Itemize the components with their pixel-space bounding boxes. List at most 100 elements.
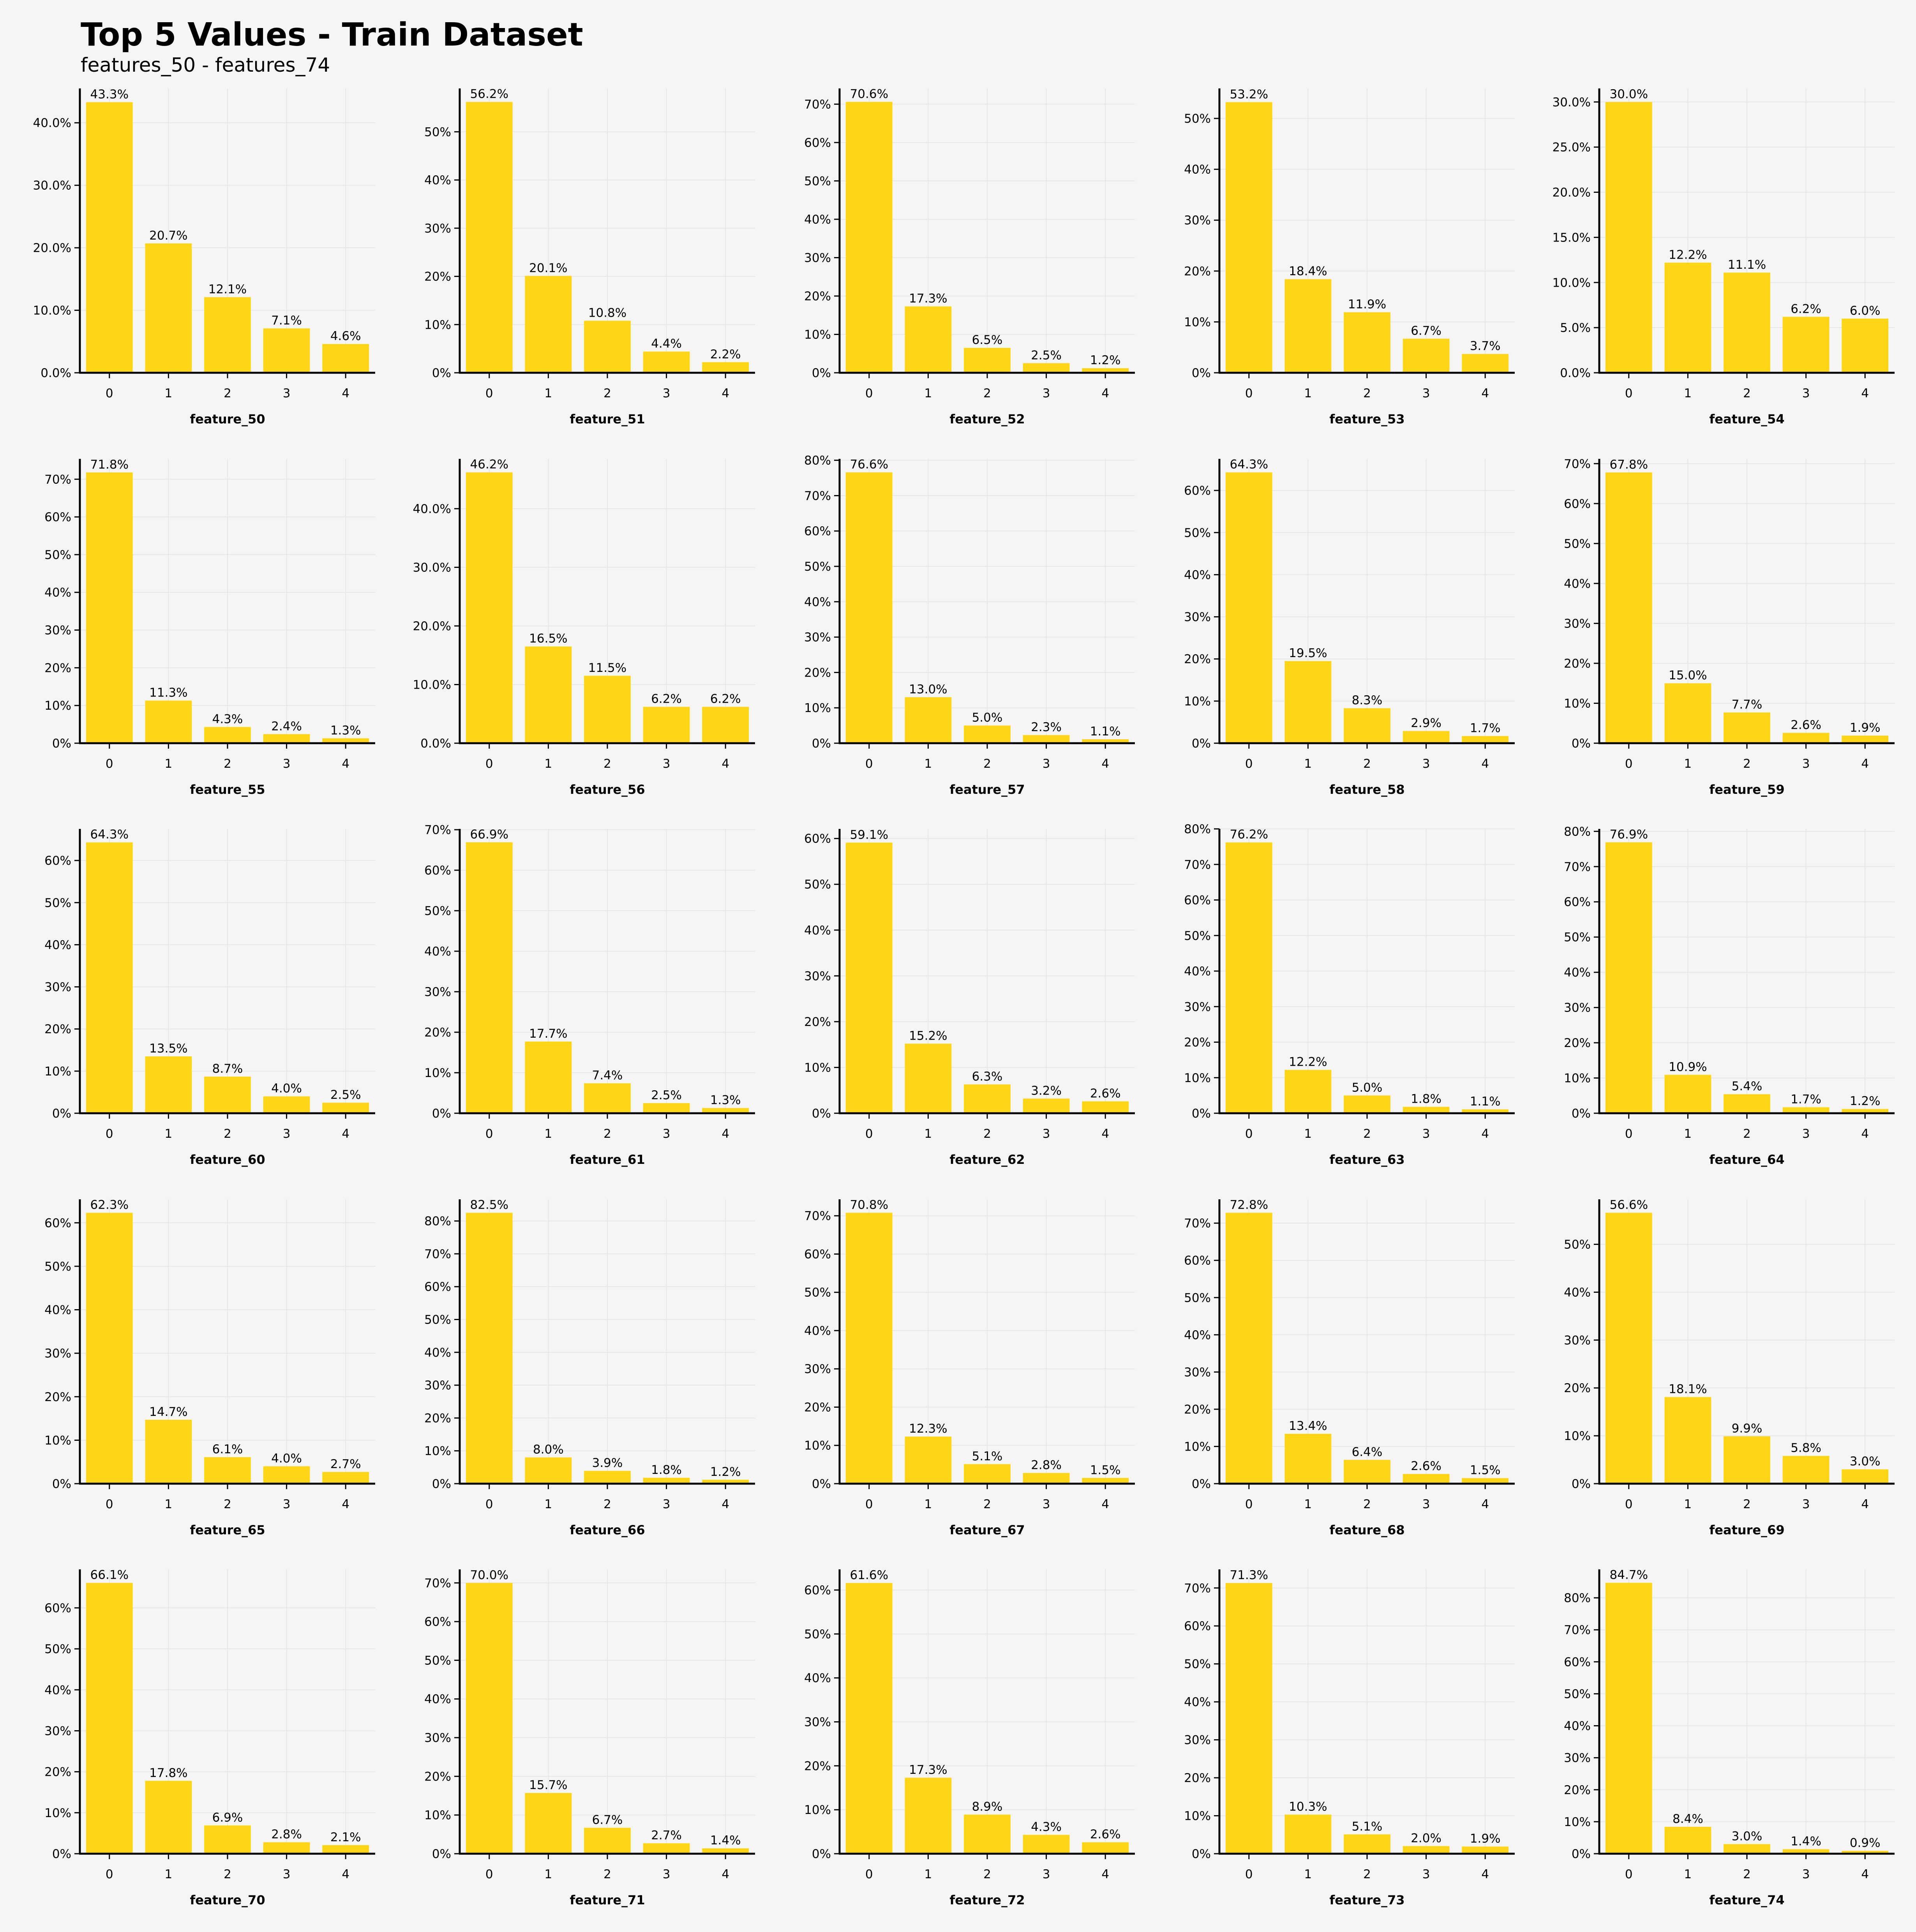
bar-value-label: 70.0% xyxy=(470,1568,508,1582)
y-tick-label: 50% xyxy=(804,174,831,188)
bar xyxy=(1842,1851,1889,1854)
x-tick-label: 1 xyxy=(1684,1867,1692,1881)
y-tick-label: 0% xyxy=(52,1107,71,1121)
subplot-feature_72: 61.6% 17.3% 8.9% 4.3% 2.6% 0% 10% 20% 30% 40% 50% 6… xyxy=(804,1568,1135,1907)
bar-value-label: 2.4% xyxy=(271,719,302,733)
y-tick-label: 40% xyxy=(44,938,71,952)
y-tick-label: 50% xyxy=(1184,929,1211,943)
x-tick-label: 4 xyxy=(1101,386,1109,400)
x-tick-label: 3 xyxy=(663,386,670,400)
y-tick-label: 0% xyxy=(1192,1847,1211,1861)
bar xyxy=(86,1213,133,1484)
y-tick-label: 50% xyxy=(44,1260,71,1274)
bar xyxy=(1664,263,1711,373)
bar-value-label: 20.7% xyxy=(149,229,187,243)
y-tick-label: 50% xyxy=(44,1642,71,1656)
x-axis-label: feature_72 xyxy=(949,1893,1025,1907)
y-tick-label: 30% xyxy=(804,1362,831,1376)
x-axis-label: feature_53 xyxy=(1329,412,1404,427)
x-tick-label: 0 xyxy=(1625,1497,1633,1511)
bar-value-label: 5.1% xyxy=(1352,1819,1383,1833)
y-tick-label: 60% xyxy=(44,1216,71,1230)
bar xyxy=(905,1044,952,1113)
bar-value-label: 2.0% xyxy=(1411,1832,1441,1846)
bar xyxy=(525,276,572,373)
y-tick-label: 20% xyxy=(1564,1783,1591,1797)
x-tick-label: 1 xyxy=(1304,1867,1312,1881)
bar xyxy=(263,1842,310,1854)
x-tick-label: 2 xyxy=(983,757,991,771)
x-tick-label: 1 xyxy=(1304,1127,1312,1141)
bar-value-label: 2.8% xyxy=(271,1828,302,1842)
bar xyxy=(1082,368,1129,373)
y-tick-label: 10% xyxy=(44,1065,71,1079)
bar-value-label: 8.0% xyxy=(533,1443,564,1457)
subplot-feature_69: 56.6% 18.1% 9.9% 5.8% 3.0% 0% 10% 20% 30% 40% 50% 0… xyxy=(1564,1198,1895,1537)
x-axis-label: feature_58 xyxy=(1329,782,1404,797)
bar-value-label: 4.3% xyxy=(1031,1820,1062,1834)
bar-value-label: 43.3% xyxy=(90,87,129,101)
bar xyxy=(322,1102,369,1113)
bar-value-label: 1.5% xyxy=(1090,1463,1121,1477)
bar xyxy=(466,1213,513,1484)
y-tick-label: 60% xyxy=(424,864,451,878)
x-tick-label: 2 xyxy=(1363,1497,1371,1511)
bar-value-label: 6.4% xyxy=(1352,1445,1383,1459)
y-tick-label: 10% xyxy=(1184,1440,1211,1454)
bar-value-label: 14.7% xyxy=(149,1405,187,1419)
y-tick-label: 40% xyxy=(424,1346,451,1360)
y-tick-label: 20% xyxy=(424,1770,451,1784)
subplot-feature_65: 62.3% 14.7% 6.1% 4.0% 2.7% 0% 10% 20% 30% 40% 50% 6… xyxy=(44,1198,375,1537)
bar xyxy=(702,1479,749,1484)
y-tick-label: 20% xyxy=(44,1390,71,1404)
y-tick-label: 10% xyxy=(804,1803,831,1817)
y-tick-label: 40% xyxy=(44,586,71,600)
y-tick-label: 70% xyxy=(1184,1581,1211,1595)
x-tick-label: 4 xyxy=(1861,757,1869,771)
x-tick-label: 0 xyxy=(1245,757,1253,771)
x-tick-label: 2 xyxy=(603,386,611,400)
bar xyxy=(1023,363,1070,373)
y-tick-label: 10.0% xyxy=(413,678,451,692)
y-tick-label: 30% xyxy=(44,1724,71,1738)
y-tick-label: 50% xyxy=(804,1627,831,1641)
x-tick-label: 0 xyxy=(106,386,113,400)
bar-value-label: 1.7% xyxy=(1470,721,1501,735)
y-tick-label: 50% xyxy=(1564,537,1591,551)
bar xyxy=(845,1213,893,1484)
x-tick-label: 2 xyxy=(983,386,991,400)
x-tick-label: 1 xyxy=(1304,757,1312,771)
bar-value-label: 2.5% xyxy=(1031,348,1062,362)
x-tick-label: 0 xyxy=(865,1497,873,1511)
x-axis-label: feature_60 xyxy=(190,1152,265,1167)
x-tick-label: 0 xyxy=(485,1497,493,1511)
bar xyxy=(1782,1107,1830,1113)
bar xyxy=(1605,1583,1652,1854)
bar xyxy=(1724,272,1770,373)
bar-value-label: 1.4% xyxy=(1791,1835,1821,1849)
x-tick-label: 4 xyxy=(722,757,729,771)
x-axis-label: feature_63 xyxy=(1329,1152,1404,1167)
y-tick-label: 60% xyxy=(44,510,71,524)
bar-value-label: 10.8% xyxy=(588,306,626,320)
y-tick-label: 20% xyxy=(804,1759,831,1773)
bar xyxy=(1724,1436,1770,1484)
bar xyxy=(643,1843,690,1854)
bar-value-label: 1.1% xyxy=(1470,1095,1501,1109)
x-tick-label: 3 xyxy=(1802,1497,1810,1511)
bar xyxy=(1664,1827,1711,1854)
bar-value-label: 5.0% xyxy=(1352,1081,1383,1095)
x-tick-label: 2 xyxy=(603,1497,611,1511)
y-tick-label: 30% xyxy=(44,1347,71,1361)
bar xyxy=(1664,1075,1711,1113)
y-tick-label: 0% xyxy=(1572,1477,1591,1491)
x-axis-label: feature_56 xyxy=(570,782,645,797)
bar-value-label: 64.3% xyxy=(90,828,129,842)
x-tick-label: 3 xyxy=(283,386,291,400)
bar xyxy=(1225,102,1272,373)
bar-value-label: 82.5% xyxy=(470,1198,508,1212)
bar-value-label: 1.4% xyxy=(710,1833,741,1847)
subplot-feature_64: 76.9% 10.9% 5.4% 1.7% 1.2% 0% 10% 20% 30% 40% 50% 6… xyxy=(1564,825,1895,1167)
bar-value-label: 46.2% xyxy=(470,458,508,472)
x-axis-label: feature_73 xyxy=(1329,1893,1404,1907)
